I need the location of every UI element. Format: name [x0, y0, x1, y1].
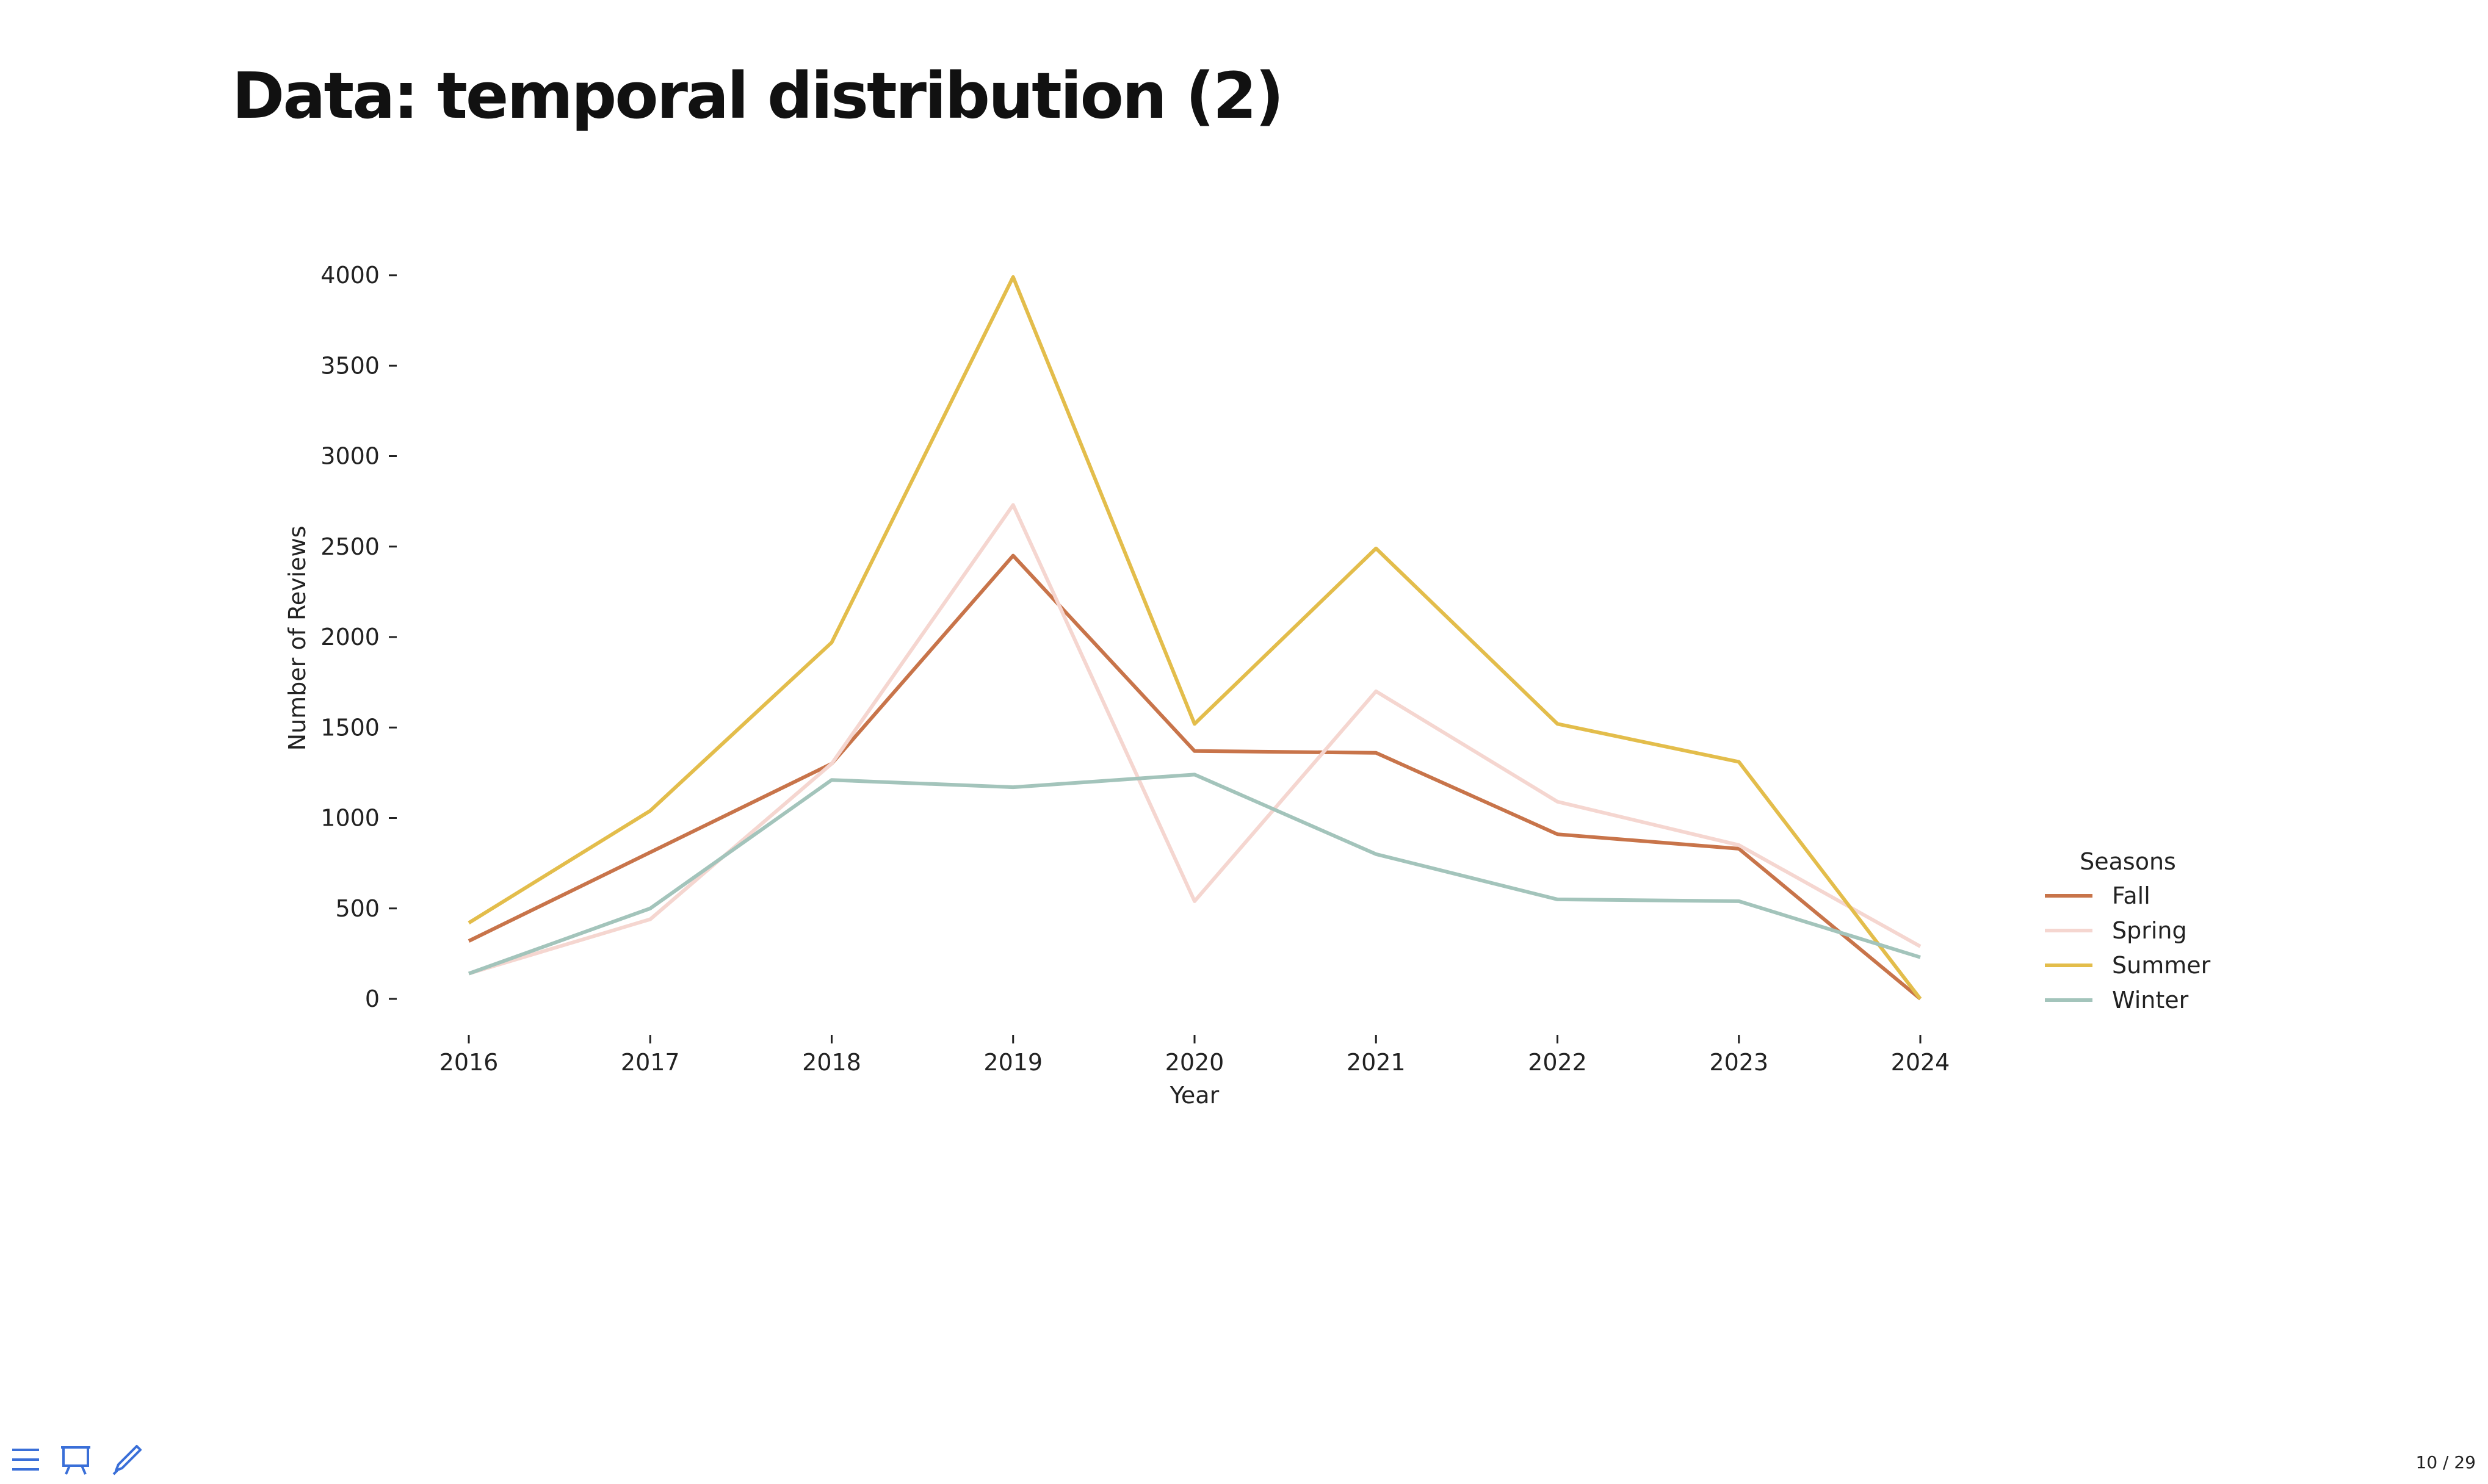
x-axis: 2016 2017 2018 2019 2020 2021 2022 2023 2024: [439, 1035, 1950, 1076]
legend-title: Seasons: [2080, 848, 2176, 875]
y-tick-label: 2500: [320, 533, 380, 560]
series-line-summer: [468, 275, 1922, 1000]
series-line-fall: [468, 553, 1922, 1001]
menu-icon[interactable]: [9, 1443, 43, 1477]
x-tick-label: 2022: [1528, 1049, 1587, 1076]
y-tick-label: 3000: [320, 443, 380, 470]
y-axis: 0 500 1000 1500 2000 2500 3000 3500 4000: [320, 262, 397, 1012]
series-line-spring: [468, 503, 1922, 976]
x-tick-label: 2019: [983, 1049, 1043, 1076]
legend-label-fall: Fall: [2112, 882, 2150, 909]
legend-label-spring: Spring: [2112, 917, 2187, 944]
x-tick-label: 2024: [1891, 1049, 1950, 1076]
y-axis-title: Number of Reviews: [284, 526, 311, 751]
y-tick-label: 3500: [320, 352, 380, 379]
slide-title: Data: temporal distribution (2): [232, 59, 1284, 133]
x-axis-title: Year: [1170, 1082, 1220, 1109]
y-tick-label: 2000: [320, 624, 380, 650]
y-tick-label: 4000: [320, 262, 380, 289]
x-tick-label: 2016: [439, 1049, 499, 1076]
legend-label-summer: Summer: [2112, 952, 2211, 979]
legend: Seasons Fall Spring Summer Winter: [2045, 848, 2211, 1014]
page-counter: 10 / 29: [2415, 1452, 2476, 1472]
y-tick-label: 500: [335, 895, 380, 922]
series-line-winter: [468, 773, 1921, 976]
y-tick-label: 1500: [320, 714, 380, 741]
y-tick-label: 0: [365, 985, 380, 1012]
y-tick-label: 1000: [320, 805, 380, 832]
presentation-icon[interactable]: [59, 1443, 93, 1477]
x-tick-label: 2018: [802, 1049, 861, 1076]
pen-icon[interactable]: [109, 1443, 143, 1477]
x-tick-label: 2021: [1347, 1049, 1406, 1076]
x-tick-label: 2023: [1709, 1049, 1768, 1076]
x-tick-label: 2017: [621, 1049, 680, 1076]
series-lines: [468, 275, 1922, 1001]
x-tick-label: 2020: [1165, 1049, 1224, 1076]
slide-toolbar: [9, 1443, 143, 1477]
legend-label-winter: Winter: [2112, 987, 2189, 1014]
